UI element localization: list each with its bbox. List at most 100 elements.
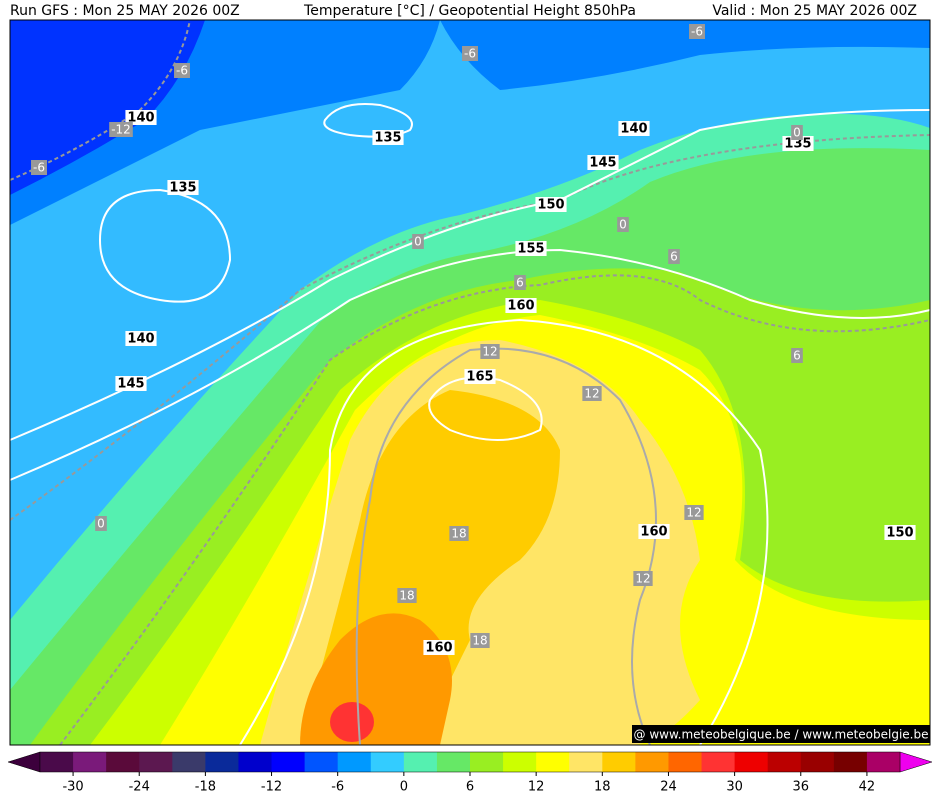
temperature-label-box xyxy=(462,46,478,61)
height-label: 165 xyxy=(466,370,493,385)
map-frame xyxy=(9,19,931,746)
height-label-box xyxy=(618,121,650,136)
colorbar-tick-label: -12 xyxy=(261,780,282,795)
colorbar-segment xyxy=(238,752,273,772)
height-label: 150 xyxy=(886,526,913,541)
colorbar-segment xyxy=(403,752,438,772)
temperature-label: 12 xyxy=(635,572,650,586)
height-label: 135 xyxy=(374,131,401,146)
temperature-label-box xyxy=(684,505,704,520)
colorbar-tick-label: 6 xyxy=(466,780,474,795)
temperature-label-box xyxy=(633,571,653,586)
temperature-label: -12 xyxy=(111,123,131,137)
colorbar-tick-label: 36 xyxy=(792,780,809,795)
temperature-label-box xyxy=(617,217,629,232)
temperature-label: 6 xyxy=(670,250,678,264)
contour-labels: 140 135 140 135 145 135 150 155 160 165 140 145 160 1… xyxy=(31,24,916,656)
colorbar-segment xyxy=(536,752,570,772)
height-label: 145 xyxy=(589,156,616,171)
colorbar-tick-label: -30 xyxy=(62,780,83,795)
height-label: 160 xyxy=(507,299,534,314)
height-label: 135 xyxy=(169,181,196,196)
height-label-box xyxy=(587,155,619,170)
colorbar-tick-label: 30 xyxy=(726,780,743,795)
colorbar-segment xyxy=(767,752,802,772)
height-label-box xyxy=(167,180,199,195)
temperature-label: 6 xyxy=(793,349,801,363)
temperature-label: -6 xyxy=(691,25,703,39)
height-label-box xyxy=(505,298,537,313)
temperature-label: 12 xyxy=(584,387,599,401)
colorbar-segment xyxy=(470,752,504,772)
colorbar-segment xyxy=(73,752,107,772)
height-label-box xyxy=(884,525,916,540)
colorbar-tick-label: -6 xyxy=(331,780,344,795)
temperature-label: -6 xyxy=(33,161,45,175)
colorbar-segment xyxy=(602,752,636,772)
height-label-box xyxy=(125,110,157,125)
temperature-label-box xyxy=(412,234,424,249)
temperature-label: -6 xyxy=(464,47,476,61)
temperature-label: 18 xyxy=(472,634,487,648)
temperature-label: 6 xyxy=(516,276,524,290)
temperature-label: -6 xyxy=(176,64,188,78)
temperature-label: 0 xyxy=(97,517,105,531)
height-label: 155 xyxy=(517,242,544,257)
height-label-box xyxy=(638,524,670,539)
temperature-label: 0 xyxy=(414,235,422,249)
height-label-box xyxy=(125,331,157,346)
temperature-label-box xyxy=(791,125,803,140)
temperature-label-box xyxy=(791,348,803,363)
height-label-box xyxy=(782,136,814,151)
temperature-label: 12 xyxy=(686,506,701,520)
height-label: 160 xyxy=(640,525,667,540)
temperature-label-box xyxy=(95,516,107,531)
temperature-label: 0 xyxy=(619,218,627,232)
watermark-box xyxy=(632,725,930,743)
height-label: 140 xyxy=(127,332,154,347)
height-label: 145 xyxy=(117,377,144,392)
colorbar-segment xyxy=(503,752,537,772)
colorbar-segment xyxy=(668,752,703,772)
temperature-label-box xyxy=(480,344,500,359)
colorbar-segment xyxy=(337,752,372,772)
colorbar-segment xyxy=(701,752,736,772)
temperature-label-box xyxy=(689,24,705,39)
height-label: 140 xyxy=(620,122,647,137)
colorbar-tick-label: 0 xyxy=(400,780,408,795)
height-label: 140 xyxy=(127,111,154,126)
height-label: 150 xyxy=(537,198,564,213)
temperature-label-box xyxy=(582,386,602,401)
header-left: Run GFS : Mon 25 MAY 2026 00Z xyxy=(10,3,240,19)
colorbar-segment xyxy=(271,752,306,772)
colorbar-segment xyxy=(304,752,339,772)
colorbar-tick-label: 42 xyxy=(859,780,876,795)
height-label: 135 xyxy=(784,137,811,152)
header-right: Valid : Mon 25 MAY 2026 00Z xyxy=(712,3,917,19)
colorbar-tick-label: -24 xyxy=(129,780,150,795)
temperature-label: 18 xyxy=(399,589,414,603)
height-label-box xyxy=(423,640,455,655)
colorbar-segment xyxy=(172,752,206,772)
colorbar-segment xyxy=(106,752,140,772)
colorbar-segment xyxy=(139,752,173,772)
colorbar-tick-label: 24 xyxy=(660,780,677,795)
colorbar-segment xyxy=(800,752,835,772)
temperature-label-box xyxy=(174,63,190,78)
temperature-label-box xyxy=(397,588,417,603)
temperature-label-box xyxy=(514,275,526,290)
watermark: @ www.meteobelgique.be / www.meteobelgie… xyxy=(634,728,929,742)
colorbar-tick-label: 12 xyxy=(528,780,545,795)
colorbar-segment xyxy=(866,752,901,772)
temperature-label-box xyxy=(449,526,469,541)
temperature-label-box xyxy=(668,249,680,264)
height-label-box xyxy=(535,197,567,212)
colorbar-segment xyxy=(635,752,669,772)
field-blue xyxy=(440,20,930,90)
temperature-label-box xyxy=(31,160,47,175)
temperature-label-box xyxy=(109,122,133,137)
height-label: 160 xyxy=(425,641,452,656)
height-label-box xyxy=(372,130,404,145)
height-label-box xyxy=(515,241,547,256)
